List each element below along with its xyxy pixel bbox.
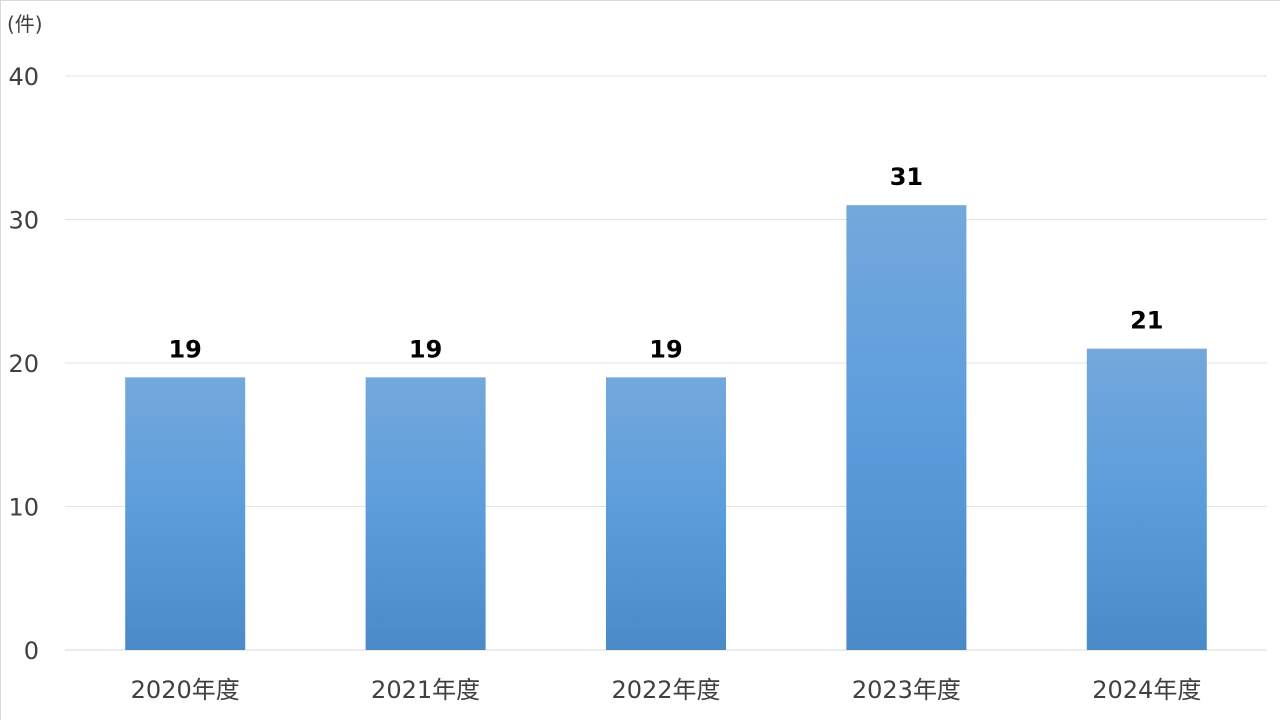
- gridlines: [65, 75, 1267, 651]
- x-category-label: 2023年度: [852, 676, 961, 704]
- x-category-label: 2022年度: [611, 676, 720, 704]
- bar-2020年度: [125, 377, 246, 650]
- data-label: 19: [409, 335, 442, 363]
- y-axis-unit-label: (件): [7, 12, 43, 36]
- y-tick-label: 40: [8, 63, 39, 91]
- x-category-label: 2020年度: [131, 676, 240, 704]
- bars: [125, 205, 1207, 650]
- y-tick-label: 20: [8, 350, 39, 378]
- bar-2022年度: [606, 377, 726, 650]
- x-axis-category-labels: 2020年度 2021年度 2022年度 2023年度 2024年度: [131, 676, 1202, 704]
- data-label: 21: [1130, 307, 1163, 335]
- y-tick-label: 0: [24, 637, 39, 665]
- y-tick-label: 30: [8, 207, 39, 235]
- x-category-label: 2021年度: [371, 676, 480, 704]
- data-label: 19: [649, 335, 682, 363]
- data-labels: 19 19 19 31 21: [168, 163, 1163, 363]
- x-category-label: 2024年度: [1092, 676, 1201, 704]
- data-label: 19: [168, 335, 201, 363]
- y-axis-tick-labels: 0 10 20 30 40: [8, 63, 39, 665]
- data-label: 31: [890, 163, 923, 191]
- y-tick-label: 10: [8, 494, 39, 522]
- bar-2023年度: [846, 205, 967, 650]
- bar-2021年度: [365, 377, 486, 650]
- bar-2024年度: [1086, 348, 1207, 650]
